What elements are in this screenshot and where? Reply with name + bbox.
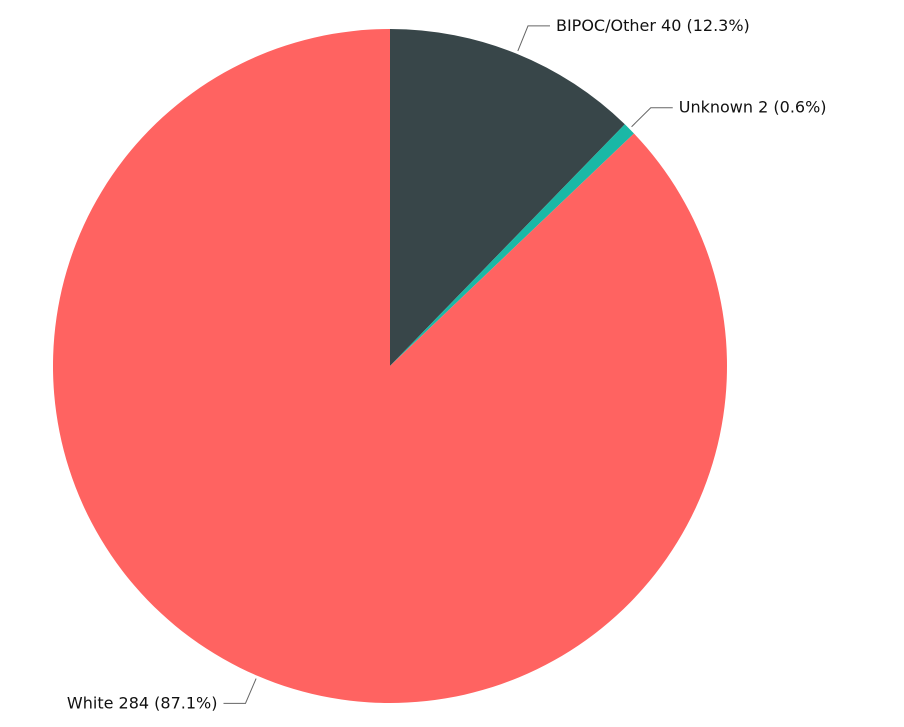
slice-category: Unknown [679,97,753,116]
slice-label: Unknown 2 (0.6%) [679,97,827,116]
slice-value: 2 (0.6%) [758,97,826,116]
slice-category: White [67,693,114,712]
slice-category: BIPOC/Other [556,15,656,34]
leader-line [517,25,550,52]
pie-slice [390,124,634,366]
leader-line [631,107,673,128]
slice-value: 40 (12.3%) [661,15,750,34]
slice-label: BIPOC/Other 40 (12.3%) [556,15,750,34]
slice-value: 284 (87.1%) [119,693,218,712]
slice-label: White 284 (87.1%) [67,693,218,712]
leader-line [223,678,257,704]
pie-slice [390,29,625,366]
pie-slice [52,29,727,703]
